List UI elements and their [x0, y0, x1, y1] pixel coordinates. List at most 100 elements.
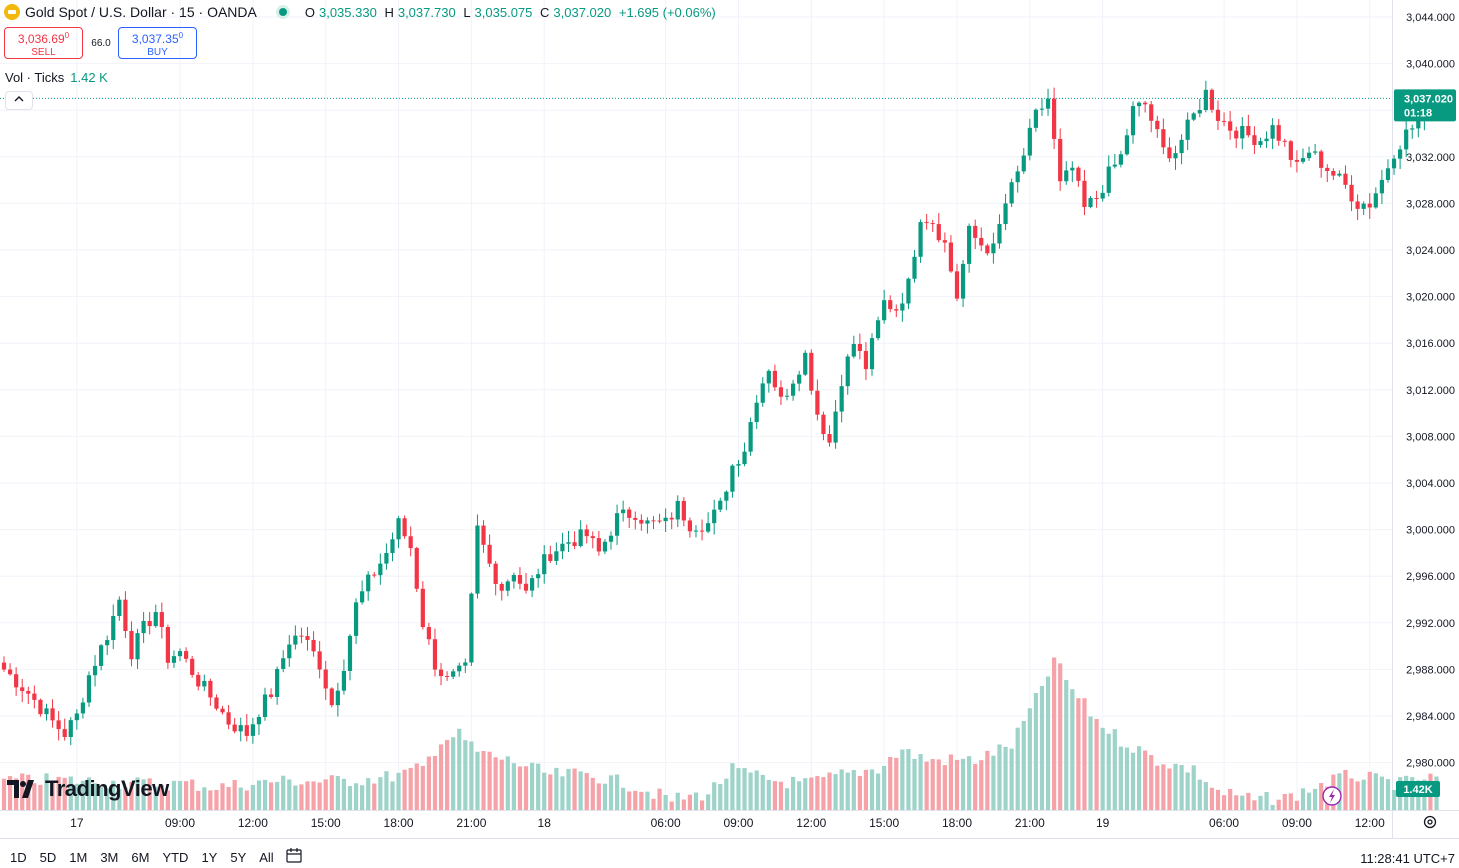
candle — [724, 490, 729, 511]
candle — [803, 350, 808, 377]
volume-bar — [1355, 781, 1360, 810]
candle-body — [954, 271, 960, 299]
sell-button[interactable]: 3,036.690 SELL — [4, 27, 83, 59]
timezone-clock[interactable]: 11:28:41 UTC+7 — [1360, 851, 1455, 866]
candle — [305, 627, 310, 651]
candle-body — [1300, 158, 1306, 162]
volume-bar — [1228, 788, 1233, 810]
candle-body — [918, 222, 923, 257]
volume-bar — [894, 757, 899, 810]
y-tick-label: 2,984.000 — [1406, 711, 1455, 723]
volume-bar — [74, 783, 79, 810]
candle-body — [960, 263, 966, 299]
candle — [1398, 145, 1403, 170]
candle — [165, 624, 170, 669]
candle — [438, 663, 444, 686]
ohlc-open: 3,035.330 — [318, 4, 377, 20]
candle — [730, 464, 735, 498]
volume-bar — [863, 769, 869, 810]
volume-bar — [141, 779, 146, 810]
range-1m[interactable]: 1M — [69, 850, 88, 865]
candle-body — [1246, 126, 1251, 136]
volume-bar — [469, 741, 474, 810]
candle-body — [396, 518, 401, 540]
volume-bar — [529, 762, 535, 810]
candle — [262, 687, 268, 721]
volume-bar — [1191, 765, 1196, 810]
range-all[interactable]: All — [259, 850, 274, 865]
candle-body — [851, 343, 856, 357]
candle-body — [1385, 168, 1391, 180]
candle — [408, 526, 413, 557]
volume-bar — [1167, 768, 1172, 810]
volume-bar — [900, 749, 905, 810]
candle-body — [469, 593, 474, 663]
candle — [74, 709, 79, 730]
candle-body — [256, 717, 262, 725]
volume-bar — [177, 780, 183, 810]
candle-body — [991, 243, 996, 254]
candle-body — [1331, 170, 1336, 176]
tradingview-wordmark: TradingView — [45, 776, 169, 801]
range-3m[interactable]: 3M — [100, 850, 119, 865]
volume-bar — [960, 758, 966, 810]
volume-bar — [68, 776, 73, 810]
candle-body — [432, 639, 438, 670]
collapse-legend-button[interactable] — [5, 91, 33, 110]
volume-badge: 1.42K — [1396, 781, 1440, 797]
candle-body — [1343, 173, 1348, 185]
candle-body — [639, 519, 644, 524]
volume-bar — [226, 786, 231, 810]
candle — [347, 634, 353, 681]
volume-bar — [1197, 779, 1202, 810]
candle — [1088, 196, 1093, 209]
candle — [1282, 138, 1287, 147]
candle — [663, 508, 668, 533]
candle-body — [1070, 167, 1075, 171]
candle-body — [1124, 135, 1130, 155]
range-ytd[interactable]: YTD — [162, 850, 189, 865]
range-5d[interactable]: 5D — [39, 850, 57, 865]
candle — [924, 214, 929, 230]
candle-body — [1306, 152, 1312, 159]
candle-body — [712, 509, 717, 524]
candle — [1155, 115, 1160, 138]
candle — [1373, 187, 1378, 209]
volume-bar — [1300, 788, 1306, 810]
candle-body — [1149, 104, 1154, 121]
volume-legend[interactable]: Vol · Ticks 1.42 K — [5, 70, 108, 85]
candle-body — [74, 713, 79, 721]
volume-bar — [851, 770, 856, 810]
candle — [432, 628, 438, 677]
candle-body — [384, 552, 389, 564]
candle — [523, 572, 529, 594]
range-5y[interactable]: 5Y — [230, 850, 247, 865]
market-status-icon[interactable] — [278, 8, 287, 16]
candle-body — [86, 675, 92, 703]
volume-bar — [311, 781, 316, 810]
volume-bar — [256, 780, 262, 810]
candle — [372, 572, 377, 578]
calendar-icon[interactable] — [286, 848, 302, 863]
volume-bar — [1009, 748, 1014, 810]
tradingview-logo[interactable]: TradingView — [7, 775, 169, 803]
volume-bar — [784, 788, 790, 810]
range-6m[interactable]: 6M — [131, 850, 150, 865]
volume-bar — [1264, 792, 1269, 810]
candle-body — [360, 591, 365, 603]
candle — [396, 516, 401, 549]
symbol-title[interactable]: Gold Spot / U.S. Dollar · 15 · OANDA — [25, 4, 257, 20]
candle — [1294, 150, 1300, 173]
candle-body — [1391, 158, 1397, 169]
buy-button[interactable]: 3,037.350 BUY — [118, 27, 197, 59]
candle — [875, 316, 881, 341]
candle — [693, 525, 699, 538]
settings-gear-icon[interactable] — [1422, 814, 1438, 830]
candle — [335, 682, 340, 717]
candle-body — [784, 395, 790, 397]
range-1d[interactable]: 1D — [10, 850, 27, 865]
candle-body — [190, 658, 195, 675]
volume-bar — [699, 800, 705, 810]
range-1y[interactable]: 1Y — [201, 850, 218, 865]
